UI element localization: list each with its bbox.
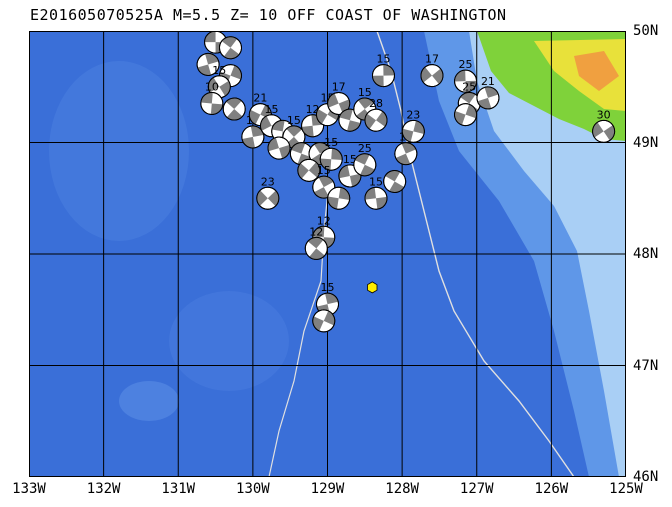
depth-label: 12 xyxy=(317,214,331,227)
plate-boundary-line xyxy=(376,31,575,477)
longitude-tick-label: 131W xyxy=(161,481,196,497)
focal-mechanism-beachball xyxy=(327,91,351,115)
focal-mechanism-beachball xyxy=(476,86,500,110)
depth-label: 25 xyxy=(462,80,476,93)
focal-mechanism-beachball xyxy=(364,108,388,132)
longitude-tick-label: 132W xyxy=(86,481,121,497)
depth-label: 25 xyxy=(459,58,473,71)
longitude-tick-label: 127W xyxy=(459,481,494,497)
longitude-tick-label: 133W xyxy=(12,481,46,497)
focal-mechanism-beachball xyxy=(454,69,478,93)
focal-mechanism-beachball xyxy=(267,136,291,160)
focal-mechanism-beachball xyxy=(420,64,444,88)
focal-mechanism-beachball xyxy=(218,36,242,60)
depth-label: 21 xyxy=(481,75,495,88)
depth-label: 15 xyxy=(317,164,331,177)
epicenter-layer xyxy=(367,281,378,294)
depth-label: 15 xyxy=(324,136,338,149)
map-frame xyxy=(29,31,626,477)
longitude-tick-label: 130W xyxy=(236,481,270,497)
depth-label: 15 xyxy=(343,153,357,166)
depth-label: 15 xyxy=(358,86,372,99)
latitude-tick-label: 47N xyxy=(633,357,659,374)
focal-mechanism-beachball xyxy=(394,142,418,166)
depth-label: 17 xyxy=(425,53,439,66)
depth-label: 10 xyxy=(205,80,219,93)
longitude-tick-label: 129W xyxy=(310,481,345,497)
longitude-tick-label: 125W xyxy=(609,481,643,497)
latitude-tick-label: 50N xyxy=(633,23,659,39)
depth-label: 30 xyxy=(597,108,611,121)
longitude-tick-label: 128W xyxy=(385,481,419,497)
depth-label: 17 xyxy=(332,80,346,93)
depth-label: 15 xyxy=(265,103,279,116)
focal-mechanism-beachball xyxy=(256,186,280,210)
depth-label: 12 xyxy=(309,225,323,238)
depth-label: 15 xyxy=(321,281,335,294)
focal-mechanism-beachball xyxy=(383,170,407,194)
focal-mechanism-beachball xyxy=(319,147,343,171)
depth-label: 23 xyxy=(406,108,420,121)
focal-mechanism-beachball xyxy=(327,186,351,210)
seafloor-texture xyxy=(119,381,179,421)
depth-label: 25 xyxy=(358,142,372,155)
beachball-layer: 1615101521151512151715152815152515231514… xyxy=(196,31,616,333)
map-canvas: 1615101521151512151715152815152515231514… xyxy=(29,31,626,477)
focal-mechanism-beachball xyxy=(401,119,425,143)
map-title: E201605070525A M=5.5 Z= 10 OFF COAST OF … xyxy=(30,6,507,24)
depth-label: 28 xyxy=(369,97,383,110)
seafloor-texture xyxy=(49,61,189,241)
longitude-tick-label: 126W xyxy=(534,481,569,497)
focal-mechanism-beachball xyxy=(200,91,224,115)
focal-mechanism-beachball xyxy=(304,236,328,260)
focal-mechanism-beachball xyxy=(371,64,395,88)
depth-label: 12 xyxy=(306,103,320,116)
focal-mechanism-beachball xyxy=(592,119,616,143)
focal-mechanism-beachball xyxy=(454,103,478,127)
epicenter-hexagon-icon xyxy=(367,281,378,294)
latitude-tick-label: 49N xyxy=(633,134,659,151)
focal-mechanism-beachball xyxy=(297,158,321,182)
land-peaks xyxy=(574,51,619,91)
depth-label: 15 xyxy=(376,53,390,66)
depth-label: 15 xyxy=(369,175,383,188)
depth-label: 23 xyxy=(261,175,275,188)
latitude-tick-label: 48N xyxy=(633,246,659,262)
focal-mechanism-beachball xyxy=(241,125,265,149)
depth-label: 15 xyxy=(212,64,226,77)
depth-label: 21 xyxy=(253,92,267,105)
focal-mechanism-beachball xyxy=(312,309,336,333)
focal-mechanism-beachball xyxy=(364,186,388,210)
depth-label: 15 xyxy=(287,114,301,127)
focal-mechanism-beachball xyxy=(196,52,220,76)
focal-mechanism-beachball xyxy=(353,153,377,177)
latitude-tick-label: 46N xyxy=(633,469,659,485)
focal-mechanism-beachball xyxy=(222,97,246,121)
seafloor-texture xyxy=(169,291,289,391)
